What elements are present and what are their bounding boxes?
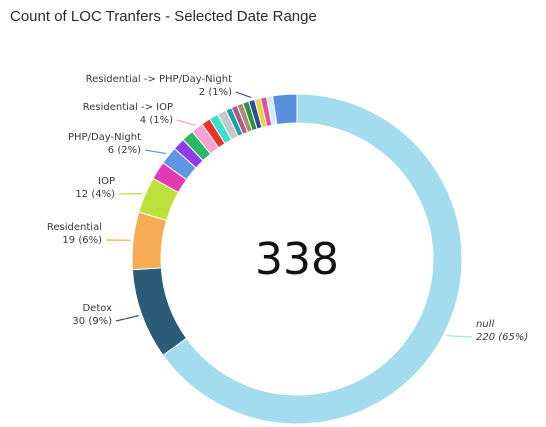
slice-name-label: null: [476, 319, 494, 330]
donut-slice-null[interactable]: [162, 93, 463, 425]
donut-slice-item-20[interactable]: [271, 93, 298, 126]
slice-value-label: 4 (1%): [140, 115, 173, 126]
leader-line: [235, 91, 251, 99]
slice-value-label: 2 (1%): [199, 87, 232, 98]
leader-line: [176, 119, 196, 126]
slice-value-label: 220 (65%): [476, 332, 528, 343]
slice-name-label: Detox: [82, 303, 112, 314]
leader-line: [446, 335, 473, 338]
leader-line: [144, 149, 167, 155]
slice-value-label: 19 (6%): [62, 235, 102, 246]
slice-value-label: 12 (4%): [75, 189, 115, 200]
slice-value-label: 30 (9%): [72, 316, 112, 327]
slice-value-label: 6 (2%): [108, 145, 141, 156]
slice-name-label: Residential -> PHP/Day-Night: [86, 74, 233, 85]
donut-slice-detox[interactable]: [131, 267, 188, 356]
donut-slice-residential[interactable]: [131, 211, 168, 271]
leader-lines: [105, 91, 473, 338]
slice-labels: null 220 (65%) Detox 30 (9%) Residential 19 (…: [47, 74, 528, 343]
slice-name-label: Residential -> IOP: [83, 102, 173, 113]
leader-line: [115, 315, 139, 322]
slice-name-label: IOP: [98, 176, 115, 187]
slice-name-label: Residential: [47, 222, 102, 233]
donut-slices: [131, 93, 463, 425]
center-total: 338: [255, 234, 339, 285]
slice-name-label: PHP/Day-Night: [68, 132, 141, 143]
chart-title: Count of LOC Tranfers - Selected Date Ra…: [10, 8, 317, 25]
